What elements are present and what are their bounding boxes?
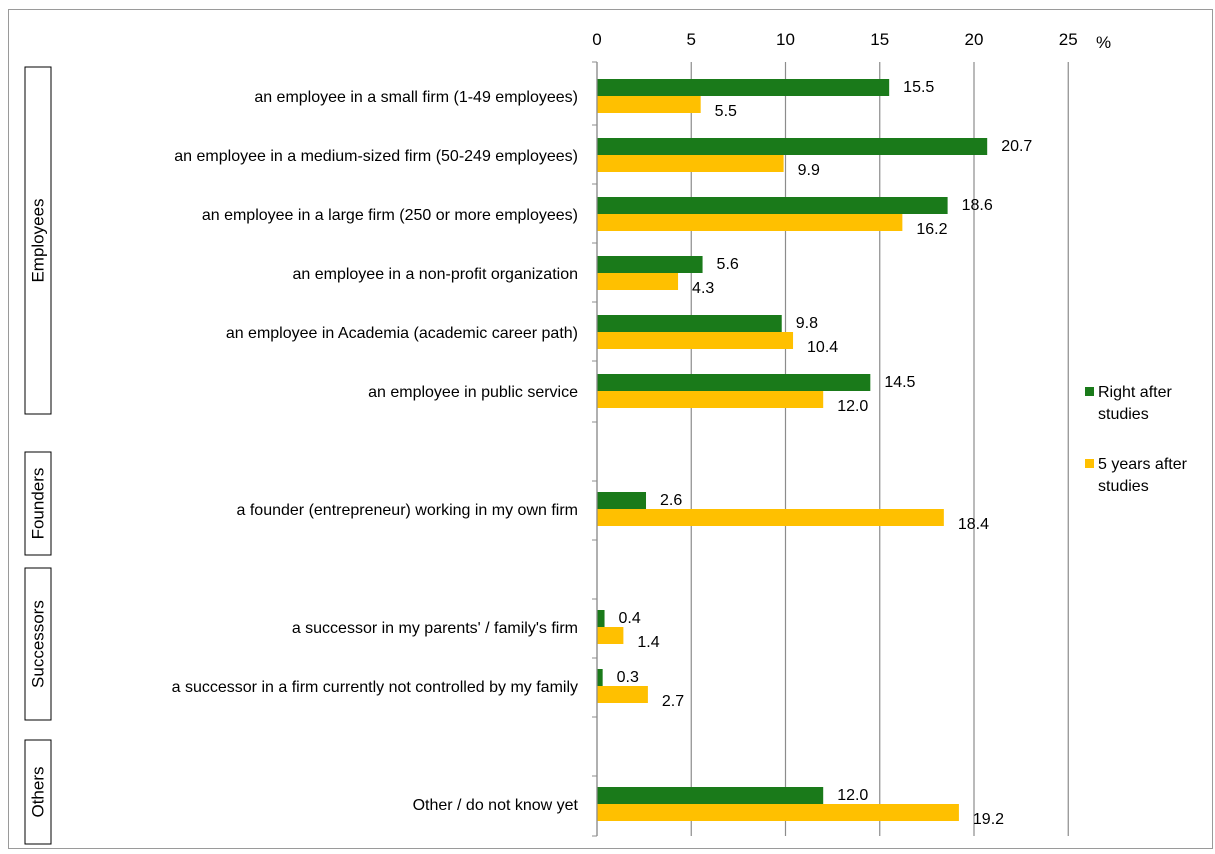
- legend-label: studies: [1098, 406, 1149, 423]
- data-label-right-after-studies: 18.6: [962, 197, 993, 214]
- category-label: an employee in a medium-sized firm (50-2…: [174, 148, 578, 165]
- x-tick-label: 25: [1059, 30, 1078, 49]
- chart-frame: [8, 9, 1213, 849]
- unit-label: %: [1096, 33, 1111, 52]
- bar-5-years-after-studies: [597, 627, 624, 644]
- category-label: an employee in a small firm (1-49 employ…: [254, 89, 578, 106]
- bar-right-after-studies: [597, 787, 824, 804]
- bar-5-years-after-studies: [597, 96, 701, 113]
- group-label: Others: [29, 766, 48, 817]
- group-box: [24, 66, 52, 415]
- data-label-right-after-studies: 14.5: [884, 374, 915, 391]
- data-label-right-after-studies: 9.8: [796, 315, 818, 332]
- bar-right-after-studies: [597, 197, 948, 214]
- x-tick-label: 20: [965, 30, 984, 49]
- category-label: a successor in a firm currently not cont…: [172, 679, 578, 696]
- x-tick-label: 10: [776, 30, 795, 49]
- category-label: an employee in a non-profit organization: [292, 266, 578, 283]
- bar-right-after-studies: [597, 492, 647, 509]
- bar-5-years-after-studies: [597, 686, 648, 703]
- group-box: [24, 567, 52, 721]
- bar-5-years-after-studies: [597, 214, 903, 231]
- category-label: an employee in Academia (academic career…: [226, 325, 578, 342]
- data-label-5-years-after-studies: 1.4: [637, 634, 659, 651]
- data-label-5-years-after-studies: 5.5: [715, 103, 737, 120]
- category-label: a founder (entrepreneur) working in my o…: [237, 502, 578, 519]
- bar-5-years-after-studies: [597, 332, 794, 349]
- data-label-right-after-studies: 5.6: [717, 256, 739, 273]
- x-tick-label: 0: [592, 30, 601, 49]
- bar-5-years-after-studies: [597, 804, 959, 821]
- legend-label: Right after: [1098, 384, 1172, 401]
- bar-right-after-studies: [597, 610, 605, 627]
- bar-5-years-after-studies: [597, 273, 679, 290]
- category-label: an employee in public service: [368, 384, 578, 401]
- data-label-5-years-after-studies: 16.2: [916, 221, 947, 238]
- bar-right-after-studies: [597, 374, 871, 391]
- data-label-right-after-studies: 20.7: [1001, 138, 1032, 155]
- data-label-5-years-after-studies: 9.9: [798, 162, 820, 179]
- group-box: [24, 739, 52, 845]
- data-label-right-after-studies: 15.5: [903, 79, 934, 96]
- legend-swatch: [1085, 459, 1094, 468]
- group-label: Employees: [29, 198, 48, 282]
- bar-right-after-studies: [597, 315, 782, 332]
- bar-right-after-studies: [597, 79, 890, 96]
- category-label: a successor in my parents' / family's fi…: [292, 620, 578, 637]
- data-label-5-years-after-studies: 19.2: [973, 811, 1004, 828]
- legend-label: studies: [1098, 478, 1149, 495]
- data-label-5-years-after-studies: 18.4: [958, 516, 989, 533]
- bar-5-years-after-studies: [597, 155, 784, 172]
- data-label-right-after-studies: 0.4: [619, 610, 641, 627]
- bar-right-after-studies: [597, 256, 703, 273]
- x-tick-label: 5: [687, 30, 696, 49]
- bar-right-after-studies: [597, 138, 988, 155]
- group-label: Founders: [29, 468, 48, 540]
- legend-label: 5 years after: [1098, 456, 1188, 473]
- bar-5-years-after-studies: [597, 509, 944, 526]
- category-label: Other / do not know yet: [413, 797, 579, 814]
- legend-swatch: [1085, 387, 1094, 396]
- bar-right-after-studies: [597, 669, 603, 686]
- group-box: [24, 451, 52, 556]
- data-label-right-after-studies: 12.0: [837, 787, 868, 804]
- bar-5-years-after-studies: [597, 391, 824, 408]
- data-label-5-years-after-studies: 4.3: [692, 280, 714, 297]
- data-label-right-after-studies: 0.3: [617, 669, 639, 686]
- category-label: an employee in a large firm (250 or more…: [202, 207, 578, 224]
- data-label-5-years-after-studies: 2.7: [662, 693, 684, 710]
- data-label-5-years-after-studies: 10.4: [807, 339, 838, 356]
- data-label-right-after-studies: 2.6: [660, 492, 682, 509]
- x-tick-label: 15: [870, 30, 889, 49]
- group-label: Successors: [29, 600, 48, 688]
- data-label-5-years-after-studies: 12.0: [837, 398, 868, 415]
